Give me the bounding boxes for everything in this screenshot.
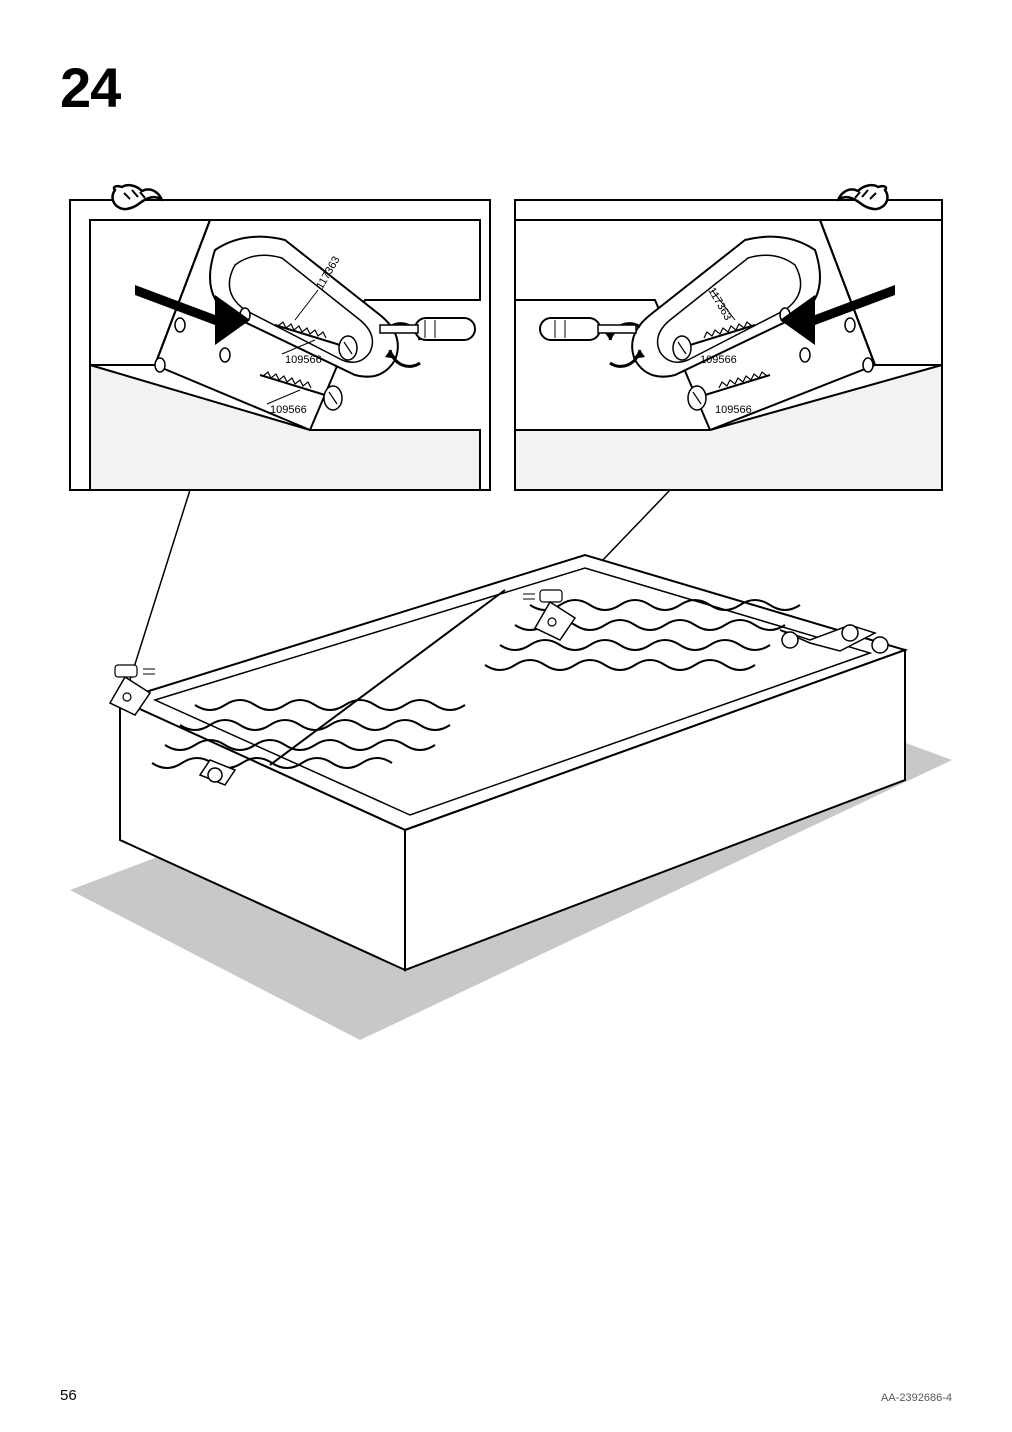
main-illustration — [70, 555, 952, 1040]
screw-part-left-1: 109566 — [285, 354, 322, 366]
document-id: AA-2392686-4 — [881, 1392, 952, 1404]
instruction-page: 24 — [0, 0, 1012, 1432]
screw-part-left-2: 109566 — [270, 404, 307, 416]
screw-part-right-2: 109566 — [715, 404, 752, 416]
screw-part-right-1: 109566 — [700, 354, 737, 366]
illustration: 117363 109566 109566 — [60, 170, 952, 1040]
page-number: 56 — [60, 1387, 77, 1404]
step-number: 24 — [60, 55, 120, 120]
right-detail-panel: 117363 109566 109566 — [515, 185, 942, 490]
left-detail-panel: 117363 109566 109566 — [70, 185, 490, 490]
